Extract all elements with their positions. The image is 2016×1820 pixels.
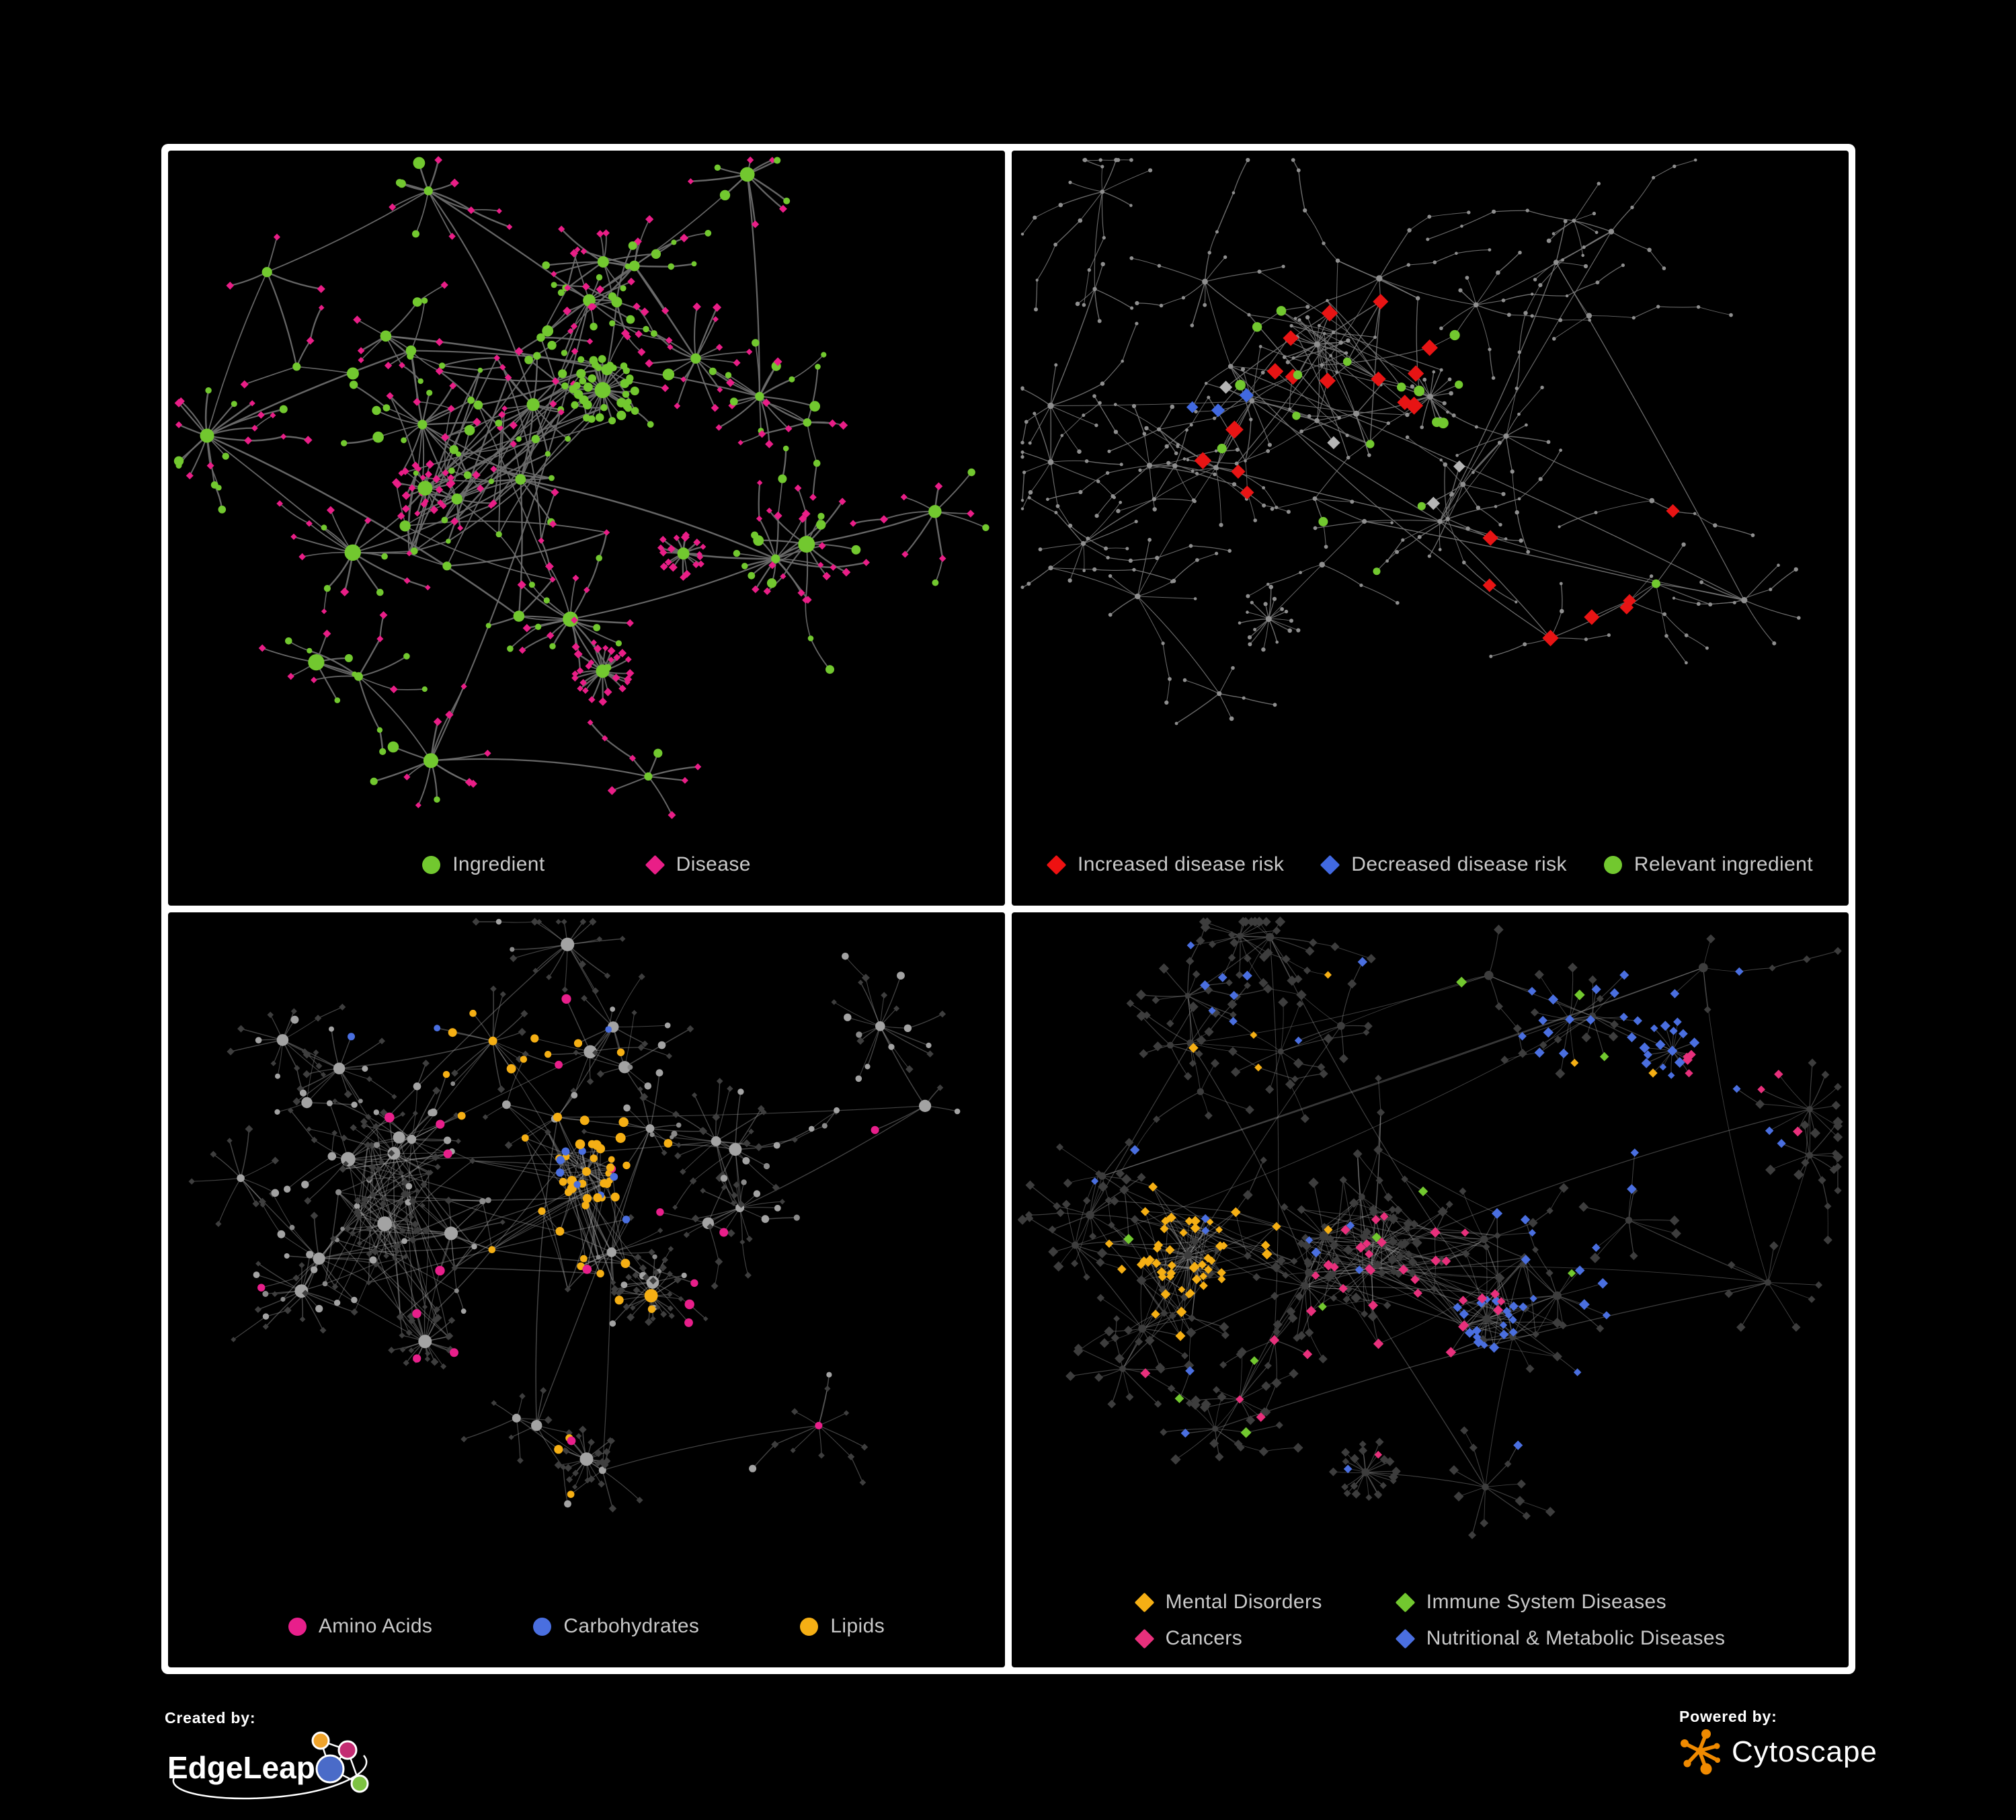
immune-system-diseases-marker	[1395, 1592, 1416, 1612]
legend-item-relevant-ingredient: Relevant ingredient	[1603, 853, 1813, 876]
legend-item-lipids: Lipids	[800, 1615, 885, 1638]
legend-label: Relevant ingredient	[1634, 853, 1813, 875]
amino-acids-marker	[288, 1617, 307, 1636]
edgeleap-node-magenta	[337, 1740, 358, 1760]
legend-label: Mental Disorders	[1165, 1591, 1322, 1613]
increased-risk-marker	[1046, 855, 1067, 875]
legend-item-carbohydrates: Carbohydrates	[533, 1615, 699, 1638]
panel-disease-categories: Mental Disorders Immune System Diseases …	[1012, 912, 1849, 1667]
cytoscape-logo	[1681, 1729, 1720, 1775]
legend-item-cancers: Cancers	[1134, 1627, 1322, 1650]
legend-item-immune-system-diseases: Immune System Diseases	[1395, 1591, 1726, 1614]
legend-chemical-classes: Amino Acids Carbohydrates Lipids	[168, 1615, 1005, 1638]
edgeleap-swoosh	[172, 1755, 368, 1800]
lipids-marker	[800, 1617, 819, 1636]
edgeleap-wordmark: EdgeLeap	[167, 1750, 315, 1785]
network-graph-chemical-classes	[188, 918, 961, 1513]
legend-label: Cancers	[1165, 1627, 1243, 1649]
cancers-marker	[1134, 1628, 1154, 1649]
panel-ingredient-disease: Ingredient Disease	[168, 151, 1005, 906]
carbohydrates-marker	[533, 1617, 552, 1636]
legend-label: Carbohydrates	[563, 1615, 700, 1637]
network-graph-ingredient-disease	[173, 156, 990, 820]
edgeleap-logo: EdgeLeap	[167, 1731, 369, 1800]
legend-item-mental-disorders: Mental Disorders	[1134, 1591, 1322, 1614]
disease-marker	[645, 855, 665, 875]
network-graph-disease-risk	[1020, 157, 1801, 725]
relevant-ingredient-marker	[1603, 855, 1622, 874]
edgeleap-node-green	[350, 1774, 369, 1793]
decreased-risk-marker	[1320, 855, 1340, 875]
legend-item-ingredient: Ingredient	[422, 853, 545, 876]
network-graph-disease-categories	[1017, 916, 1843, 1540]
ingredient-marker	[422, 855, 441, 874]
nutritional-metabolic-diseases-marker	[1395, 1628, 1416, 1649]
legend-item-amino-acids: Amino Acids	[288, 1615, 432, 1638]
legend-item-disease: Disease	[645, 853, 751, 876]
legend-item-nutritional-metabolic-diseases: Nutritional & Metabolic Diseases	[1395, 1627, 1726, 1650]
legend-label: Lipids	[830, 1615, 885, 1637]
cytoscape-wordmark: Cytoscape	[1732, 1735, 1878, 1768]
cytoscape-logo-nodes	[1681, 1729, 1720, 1775]
legend-label: Decreased disease risk	[1351, 853, 1567, 875]
legend-label: Immune System Diseases	[1426, 1591, 1666, 1613]
edgeleap-node-orange	[311, 1731, 330, 1750]
legend-label: Increased disease risk	[1078, 853, 1285, 875]
mental-disorders-marker	[1134, 1592, 1154, 1612]
legend-disease-risk: Increased disease risk Decreased disease…	[1012, 853, 1849, 876]
powered-by-block: Powered by:	[1679, 1708, 1878, 1776]
legend-label: Ingredient	[452, 853, 545, 875]
panel-chemical-classes: Amino Acids Carbohydrates Lipids	[168, 912, 1005, 1667]
legend-ingredient-disease: Ingredient Disease	[168, 853, 1005, 876]
legend-disease-categories: Mental Disorders Immune System Diseases …	[1012, 1591, 1849, 1650]
legend-item-increased-risk: Increased disease risk	[1046, 853, 1285, 876]
legend-label: Disease	[676, 853, 751, 875]
legend-label: Amino Acids	[318, 1615, 433, 1637]
created-by-label: Created by:	[165, 1709, 256, 1727]
powered-by-label: Powered by:	[1679, 1708, 1777, 1725]
panel-grid: Ingredient Disease Increased disease ris…	[161, 144, 1855, 1674]
edgeleap-node-blue	[315, 1754, 345, 1784]
legend-item-decreased-risk: Decreased disease risk	[1320, 853, 1567, 876]
created-by-block: Created by: EdgeLeap	[165, 1709, 393, 1811]
panel-disease-risk: Increased disease risk Decreased disease…	[1012, 151, 1849, 906]
legend-label: Nutritional & Metabolic Diseases	[1426, 1627, 1726, 1649]
